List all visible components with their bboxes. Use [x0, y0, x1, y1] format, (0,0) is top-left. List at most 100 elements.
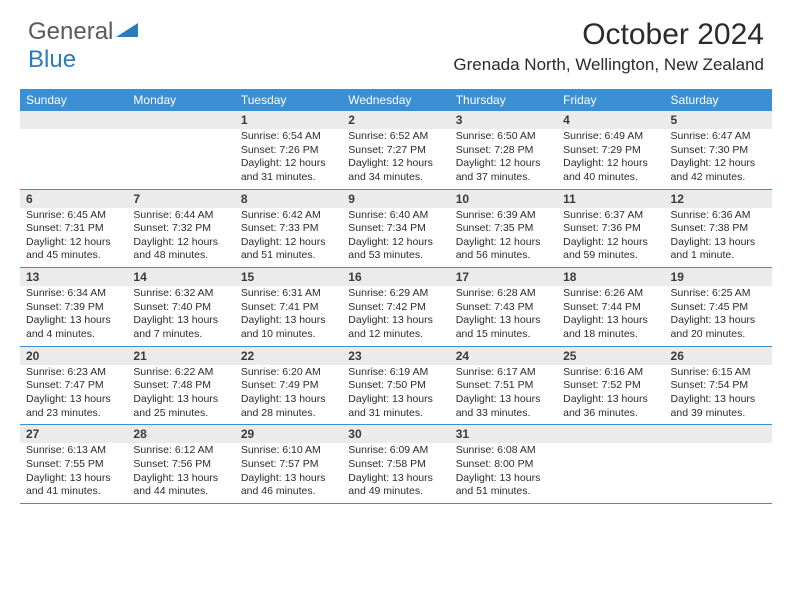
day-details: Sunrise: 6:19 AMSunset: 7:50 PMDaylight:…	[342, 365, 449, 421]
day-number: 5	[665, 111, 772, 129]
day-number: 9	[342, 190, 449, 208]
day-cell: 6Sunrise: 6:45 AMSunset: 7:31 PMDaylight…	[20, 190, 127, 268]
daylight-text: Daylight: 13 hours and 36 minutes.	[563, 393, 658, 420]
day-details: Sunrise: 6:10 AMSunset: 7:57 PMDaylight:…	[235, 443, 342, 499]
week-row: 6Sunrise: 6:45 AMSunset: 7:31 PMDaylight…	[20, 190, 772, 269]
calendar: SundayMondayTuesdayWednesdayThursdayFrid…	[20, 89, 772, 504]
sunrise-text: Sunrise: 6:20 AM	[241, 366, 336, 380]
sunrise-text: Sunrise: 6:47 AM	[671, 130, 766, 144]
sunrise-text: Sunrise: 6:08 AM	[456, 444, 551, 458]
day-number: 3	[450, 111, 557, 129]
weekday-header: Thursday	[450, 89, 557, 111]
daylight-text: Daylight: 13 hours and 51 minutes.	[456, 472, 551, 499]
sunset-text: Sunset: 7:33 PM	[241, 222, 336, 236]
day-number: 12	[665, 190, 772, 208]
day-cell	[20, 111, 127, 189]
sunrise-text: Sunrise: 6:36 AM	[671, 209, 766, 223]
day-number: 15	[235, 268, 342, 286]
day-cell: 4Sunrise: 6:49 AMSunset: 7:29 PMDaylight…	[557, 111, 664, 189]
day-cell: 1Sunrise: 6:54 AMSunset: 7:26 PMDaylight…	[235, 111, 342, 189]
day-details: Sunrise: 6:16 AMSunset: 7:52 PMDaylight:…	[557, 365, 664, 421]
daylight-text: Daylight: 13 hours and 31 minutes.	[348, 393, 443, 420]
sunrise-text: Sunrise: 6:16 AM	[563, 366, 658, 380]
daylight-text: Daylight: 12 hours and 59 minutes.	[563, 236, 658, 263]
day-cell: 10Sunrise: 6:39 AMSunset: 7:35 PMDayligh…	[450, 190, 557, 268]
day-number: 1	[235, 111, 342, 129]
sunrise-text: Sunrise: 6:32 AM	[133, 287, 228, 301]
day-number: 28	[127, 425, 234, 443]
day-cell	[557, 425, 664, 503]
sunset-text: Sunset: 7:31 PM	[26, 222, 121, 236]
day-cell: 9Sunrise: 6:40 AMSunset: 7:34 PMDaylight…	[342, 190, 449, 268]
day-cell: 5Sunrise: 6:47 AMSunset: 7:30 PMDaylight…	[665, 111, 772, 189]
day-number: 22	[235, 347, 342, 365]
sunrise-text: Sunrise: 6:34 AM	[26, 287, 121, 301]
day-number: 27	[20, 425, 127, 443]
daylight-text: Daylight: 13 hours and 12 minutes.	[348, 314, 443, 341]
daylight-text: Daylight: 13 hours and 41 minutes.	[26, 472, 121, 499]
sunrise-text: Sunrise: 6:50 AM	[456, 130, 551, 144]
location: Grenada North, Wellington, New Zealand	[453, 55, 764, 75]
day-cell: 20Sunrise: 6:23 AMSunset: 7:47 PMDayligh…	[20, 347, 127, 425]
day-cell: 13Sunrise: 6:34 AMSunset: 7:39 PMDayligh…	[20, 268, 127, 346]
day-details: Sunrise: 6:08 AMSunset: 8:00 PMDaylight:…	[450, 443, 557, 499]
day-details: Sunrise: 6:15 AMSunset: 7:54 PMDaylight:…	[665, 365, 772, 421]
day-number: 8	[235, 190, 342, 208]
day-details: Sunrise: 6:39 AMSunset: 7:35 PMDaylight:…	[450, 208, 557, 264]
sunset-text: Sunset: 7:39 PM	[26, 301, 121, 315]
day-cell: 18Sunrise: 6:26 AMSunset: 7:44 PMDayligh…	[557, 268, 664, 346]
day-details: Sunrise: 6:28 AMSunset: 7:43 PMDaylight:…	[450, 286, 557, 342]
day-cell: 30Sunrise: 6:09 AMSunset: 7:58 PMDayligh…	[342, 425, 449, 503]
daylight-text: Daylight: 13 hours and 20 minutes.	[671, 314, 766, 341]
day-cell: 8Sunrise: 6:42 AMSunset: 7:33 PMDaylight…	[235, 190, 342, 268]
day-details: Sunrise: 6:49 AMSunset: 7:29 PMDaylight:…	[557, 129, 664, 185]
weekday-header: Wednesday	[342, 89, 449, 111]
sunset-text: Sunset: 7:27 PM	[348, 144, 443, 158]
day-details: Sunrise: 6:20 AMSunset: 7:49 PMDaylight:…	[235, 365, 342, 421]
daylight-text: Daylight: 13 hours and 10 minutes.	[241, 314, 336, 341]
day-number: 23	[342, 347, 449, 365]
daylight-text: Daylight: 13 hours and 4 minutes.	[26, 314, 121, 341]
sunrise-text: Sunrise: 6:31 AM	[241, 287, 336, 301]
day-number: 7	[127, 190, 234, 208]
day-number	[127, 111, 234, 129]
day-details: Sunrise: 6:09 AMSunset: 7:58 PMDaylight:…	[342, 443, 449, 499]
daylight-text: Daylight: 13 hours and 25 minutes.	[133, 393, 228, 420]
daylight-text: Daylight: 12 hours and 40 minutes.	[563, 157, 658, 184]
daylight-text: Daylight: 13 hours and 18 minutes.	[563, 314, 658, 341]
day-number: 19	[665, 268, 772, 286]
day-number: 6	[20, 190, 127, 208]
sunset-text: Sunset: 7:49 PM	[241, 379, 336, 393]
sunrise-text: Sunrise: 6:12 AM	[133, 444, 228, 458]
sunset-text: Sunset: 7:40 PM	[133, 301, 228, 315]
sunset-text: Sunset: 7:45 PM	[671, 301, 766, 315]
day-cell	[665, 425, 772, 503]
sunrise-text: Sunrise: 6:52 AM	[348, 130, 443, 144]
daylight-text: Daylight: 13 hours and 33 minutes.	[456, 393, 551, 420]
sunset-text: Sunset: 7:32 PM	[133, 222, 228, 236]
daylight-text: Daylight: 13 hours and 1 minute.	[671, 236, 766, 263]
sunrise-text: Sunrise: 6:40 AM	[348, 209, 443, 223]
sunset-text: Sunset: 7:35 PM	[456, 222, 551, 236]
day-number: 21	[127, 347, 234, 365]
sunset-text: Sunset: 7:26 PM	[241, 144, 336, 158]
sunset-text: Sunset: 7:48 PM	[133, 379, 228, 393]
sunrise-text: Sunrise: 6:23 AM	[26, 366, 121, 380]
day-details: Sunrise: 6:54 AMSunset: 7:26 PMDaylight:…	[235, 129, 342, 185]
daylight-text: Daylight: 13 hours and 46 minutes.	[241, 472, 336, 499]
sunset-text: Sunset: 8:00 PM	[456, 458, 551, 472]
week-row: 1Sunrise: 6:54 AMSunset: 7:26 PMDaylight…	[20, 111, 772, 190]
weekday-header: Sunday	[20, 89, 127, 111]
weekday-header: Monday	[127, 89, 234, 111]
day-number: 18	[557, 268, 664, 286]
day-cell: 22Sunrise: 6:20 AMSunset: 7:49 PMDayligh…	[235, 347, 342, 425]
day-cell: 7Sunrise: 6:44 AMSunset: 7:32 PMDaylight…	[127, 190, 234, 268]
sunrise-text: Sunrise: 6:15 AM	[671, 366, 766, 380]
day-cell: 11Sunrise: 6:37 AMSunset: 7:36 PMDayligh…	[557, 190, 664, 268]
day-number: 31	[450, 425, 557, 443]
daylight-text: Daylight: 12 hours and 48 minutes.	[133, 236, 228, 263]
sunset-text: Sunset: 7:42 PM	[348, 301, 443, 315]
header: General October 2024 Grenada North, Well…	[0, 0, 792, 81]
daylight-text: Daylight: 12 hours and 31 minutes.	[241, 157, 336, 184]
day-number	[20, 111, 127, 129]
